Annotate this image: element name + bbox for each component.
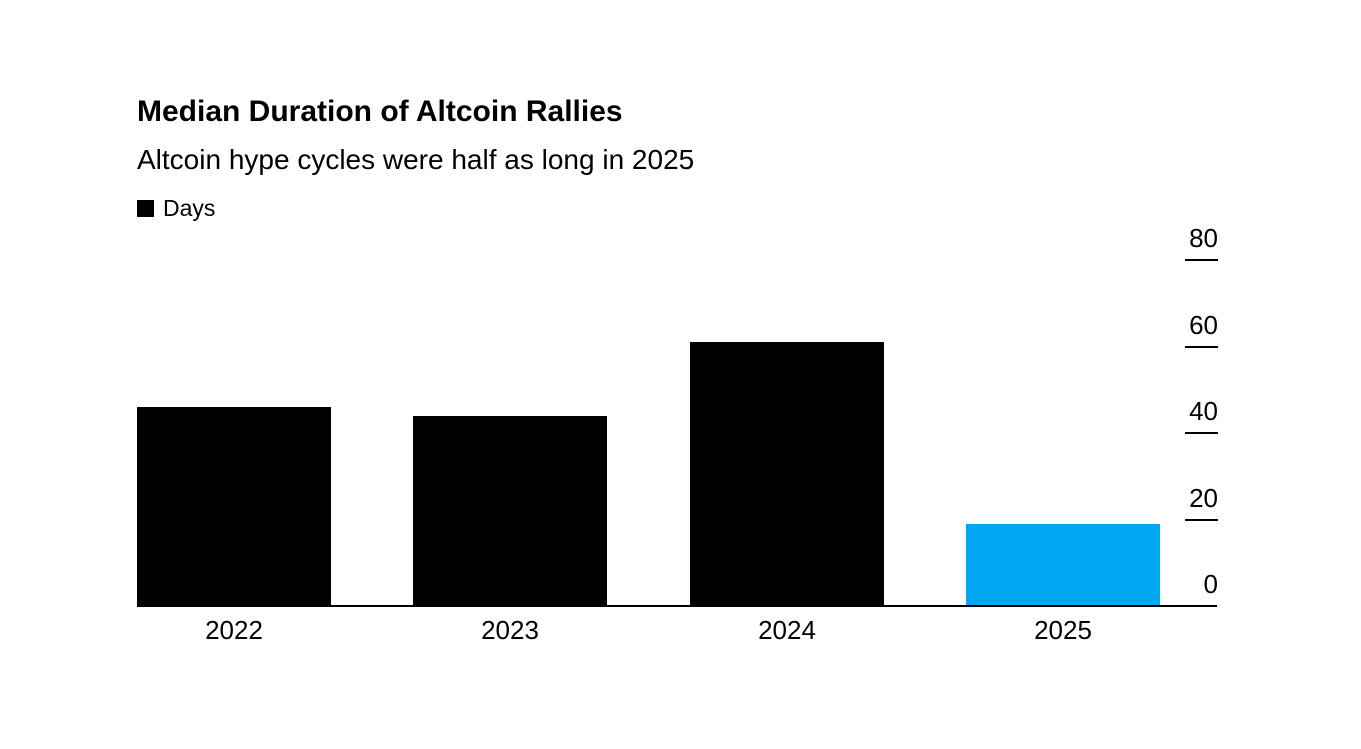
y-tick-label-20: 20 [1189, 482, 1218, 513]
legend-swatch-days [137, 199, 154, 217]
chart-subtitle: Altcoin hype cycles were half as long in… [137, 144, 695, 175]
bar-2024 [690, 342, 884, 606]
x-axis-label-2022: 2022 [205, 615, 263, 645]
y-tick-mark-80 [1185, 259, 1218, 262]
y-tick-label-80: 80 [1189, 223, 1218, 254]
y-tick-label-40: 40 [1189, 396, 1218, 427]
chart-title: Median Duration of Altcoin Rallies [137, 95, 623, 128]
y-tick-label-60: 60 [1189, 309, 1218, 340]
legend-label-days: Days [163, 195, 216, 221]
x-axis-label-2024: 2024 [758, 615, 816, 645]
y-tick-mark-20 [1185, 518, 1218, 521]
bar-2023 [413, 416, 607, 606]
x-axis-baseline [137, 605, 1217, 607]
bar-2025 [966, 524, 1160, 606]
y-tick-mark-60 [1185, 345, 1218, 348]
bar-2022 [137, 407, 331, 606]
y-tick-mark-40 [1185, 432, 1218, 435]
x-axis-label-2025: 2025 [1034, 615, 1092, 645]
x-axis-label-2023: 2023 [481, 615, 539, 645]
y-tick-label-0: 0 [1203, 569, 1218, 599]
legend: Days [137, 196, 215, 220]
